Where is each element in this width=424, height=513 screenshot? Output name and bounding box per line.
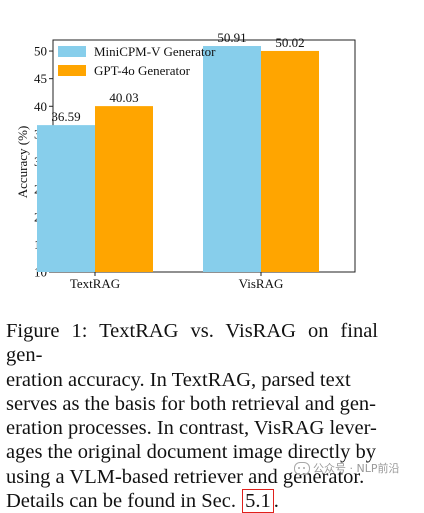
caption-line: ages the original document image directl… [6,441,377,464]
legend-label: MiniCPM-V Generator [94,44,216,59]
bar-data-label: 50.02 [275,35,304,50]
caption-line: using a VLM-based retriever and generato… [6,465,365,488]
caption-line: serves as the basis for both retrieval a… [6,392,377,415]
bar-gpt4o-textrag [95,106,153,273]
caption-line: eration accuracy. In TextRAG, parsed tex… [6,368,351,391]
wechat-icon [294,461,310,475]
figure-caption: Figure 1: TextRAG vs. VisRAG on final ge… [6,319,378,513]
caption-line: eration processes. In contrast, VisRAG l… [6,417,377,440]
bar-gpt4o-visrag [261,50,319,273]
caption-period: . [273,490,279,513]
x-tick-label: VisRAG [239,276,284,291]
bar-data-label: 36.59 [51,109,80,124]
watermark: 公众号 · NLP前沿 [294,460,399,476]
y-tick-label: 50 [34,44,47,59]
legend-swatch [58,46,86,57]
caption-text: Details can be found in Sec. [6,490,236,513]
y-tick-label: 40 [34,99,47,114]
bar-data-label: 40.03 [109,90,138,105]
x-tick-label: TextRAG [70,276,120,291]
legend-swatch [58,65,86,76]
bar-minicpm-textrag [37,125,95,272]
y-tick-label: 45 [34,71,47,86]
legend-label: GPT-4o Generator [94,63,191,78]
caption-last-line: Details can be found in Sec. 5.1. [6,489,378,513]
y-axis-label: Accuracy (%) [15,126,30,199]
bar-minicpm-visrag [203,46,261,273]
bar-data-label: 50.91 [217,30,246,45]
bar-chart: 101520253035404550Accuracy (%)TextRAG36.… [15,30,356,291]
watermark-text: 公众号 · NLP前沿 [313,462,400,475]
caption-line: Figure 1: TextRAG vs. VisRAG on final ge… [6,320,378,367]
section-reference-link[interactable]: 5.1 [242,489,274,513]
